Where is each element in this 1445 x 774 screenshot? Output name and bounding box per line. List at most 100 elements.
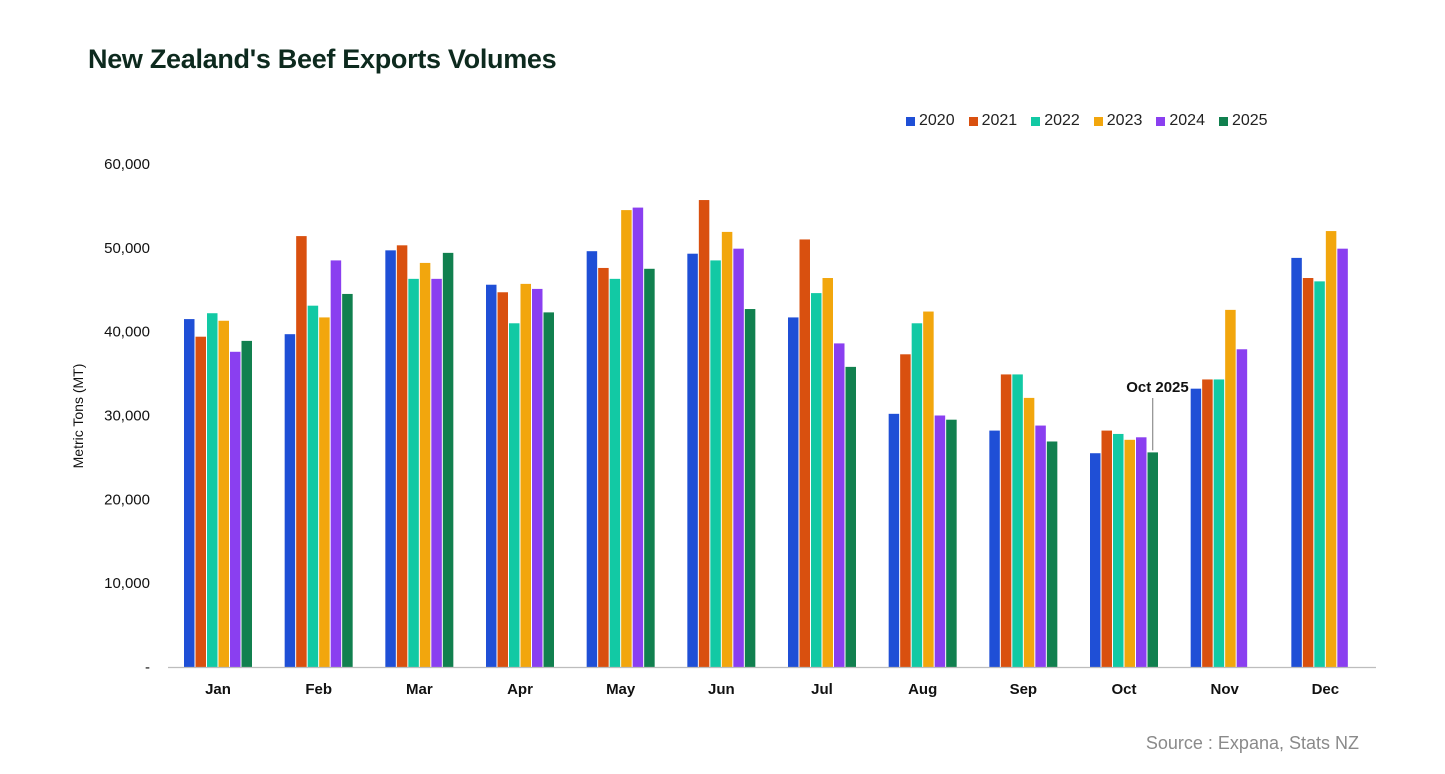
- chart-legend: 2020 2021 2022 2023 2024 2025: [906, 112, 1282, 130]
- bar-2022-aug: [911, 323, 923, 667]
- bar-2023-sep: [1023, 397, 1035, 667]
- bar-2025-apr: [543, 312, 554, 667]
- chart-title: New Zealand's Beef Exports Volumes: [88, 44, 557, 74]
- legend-item-2023: 2023: [1093, 112, 1143, 130]
- y-tick-label: 40,000: [104, 324, 150, 341]
- x-tick-label: Dec: [1312, 681, 1340, 698]
- bar-2023-jan: [218, 320, 229, 667]
- bar-2025-jun: [744, 309, 756, 667]
- bar-2023-feb: [319, 317, 330, 667]
- legend-label: 2024: [1169, 112, 1205, 129]
- x-tick-label: Mar: [406, 681, 433, 698]
- bar-2021-jul: [799, 239, 810, 667]
- legend-item-2021: 2021: [968, 112, 1017, 130]
- bar-2021-oct: [1101, 430, 1112, 667]
- legend-swatch: [1218, 116, 1228, 126]
- legend-swatch: [1156, 116, 1166, 126]
- x-tick-label: Jan: [205, 681, 231, 698]
- y-axis-label: Metric Tons (MT): [70, 364, 86, 469]
- bar-2023-apr: [520, 283, 531, 667]
- legend-swatch: [1093, 116, 1103, 126]
- bar-2024-nov: [1236, 349, 1248, 667]
- bar-2025-sep: [1046, 441, 1058, 667]
- bar-2024-feb: [330, 260, 342, 667]
- bar-2021-nov: [1202, 379, 1213, 667]
- bar-2021-dec: [1302, 278, 1314, 667]
- x-tick-label: Apr: [507, 681, 533, 698]
- source-note: Source : Expana, Stats NZ: [1145, 733, 1359, 753]
- bar-2025-may: [644, 268, 655, 667]
- y-tick-label: 60,000: [104, 156, 150, 173]
- bar-2025-jul: [845, 366, 856, 667]
- x-tick-label: Oct: [1111, 681, 1136, 698]
- bar-2021-jan: [195, 336, 206, 667]
- bar-2021-may: [598, 267, 609, 667]
- bar-2020-jul: [788, 317, 799, 667]
- bar-2021-feb: [296, 236, 307, 667]
- y-tick-label: 50,000: [104, 240, 150, 257]
- bar-2022-feb: [307, 305, 319, 667]
- bar-2024-sep: [1035, 425, 1046, 667]
- bar-2023-aug: [923, 311, 934, 667]
- legend-label: 2023: [1106, 112, 1143, 129]
- bar-2020-may: [586, 251, 598, 668]
- bar-2025-feb: [342, 293, 353, 667]
- x-tick-label: Feb: [305, 681, 332, 698]
- y-tick-label: 10,000: [104, 575, 150, 592]
- bar-2023-mar: [419, 262, 431, 667]
- bar-2020-dec: [1291, 257, 1302, 667]
- legend-item-2025: 2025: [1218, 112, 1268, 130]
- bar-2022-oct: [1113, 433, 1124, 667]
- bar-2020-feb: [284, 334, 296, 667]
- bar-2024-oct: [1136, 437, 1147, 667]
- bar-2022-sep: [1012, 374, 1023, 667]
- x-tick-label: Nov: [1210, 681, 1239, 698]
- bar-2023-oct: [1124, 439, 1135, 667]
- x-tick-label: Sep: [1010, 681, 1038, 698]
- bar-2024-may: [632, 207, 644, 668]
- bar-2022-apr: [509, 323, 520, 667]
- x-tick-label: Aug: [908, 681, 937, 698]
- bar-2023-may: [621, 210, 632, 667]
- bar-2020-nov: [1190, 388, 1202, 667]
- bar-2022-may: [609, 278, 621, 667]
- x-tick-label: May: [606, 681, 636, 698]
- bar-2023-jul: [822, 278, 833, 667]
- bar-2021-mar: [396, 245, 408, 667]
- legend-swatch: [968, 116, 978, 126]
- legend-item-2024: 2024: [1156, 112, 1205, 130]
- bar-2020-oct: [1090, 453, 1101, 667]
- legend-swatch: [1031, 116, 1041, 126]
- legend-label: 2025: [1231, 112, 1268, 129]
- y-tick-label: -: [145, 659, 150, 676]
- bar-2024-mar: [431, 278, 442, 667]
- bar-2023-dec: [1325, 231, 1337, 668]
- bar-2022-mar: [408, 278, 419, 667]
- bar-2021-aug: [900, 354, 911, 667]
- bar-2020-mar: [385, 250, 396, 667]
- bar-2021-sep: [1000, 374, 1012, 667]
- bar-2024-jun: [733, 248, 744, 667]
- bar-2022-nov: [1213, 379, 1225, 667]
- legend-item-2022: 2022: [1031, 112, 1080, 130]
- x-tick-label: Jul: [811, 681, 833, 698]
- bar-2023-jun: [721, 231, 733, 667]
- bar-2024-jan: [230, 351, 241, 667]
- legend-item-2020: 2020: [906, 112, 955, 130]
- bar-2021-apr: [497, 292, 508, 667]
- annotation-label: Oct 2025: [1126, 379, 1189, 396]
- bar-2020-jun: [687, 253, 698, 667]
- bar-2020-sep: [989, 430, 1000, 667]
- bar-2022-jun: [710, 260, 721, 667]
- legend-swatch: [906, 116, 915, 126]
- bar-2023-nov: [1225, 309, 1236, 667]
- y-tick-label: 30,000: [104, 408, 150, 425]
- bar-2022-jul: [811, 293, 822, 667]
- y-tick-label: 20,000: [104, 491, 150, 508]
- bar-2024-dec: [1337, 248, 1348, 667]
- bar-2025-mar: [442, 252, 454, 667]
- bar-2021-jun: [698, 200, 710, 667]
- legend-label: 2022: [1044, 112, 1080, 129]
- bar-2025-aug: [946, 419, 957, 667]
